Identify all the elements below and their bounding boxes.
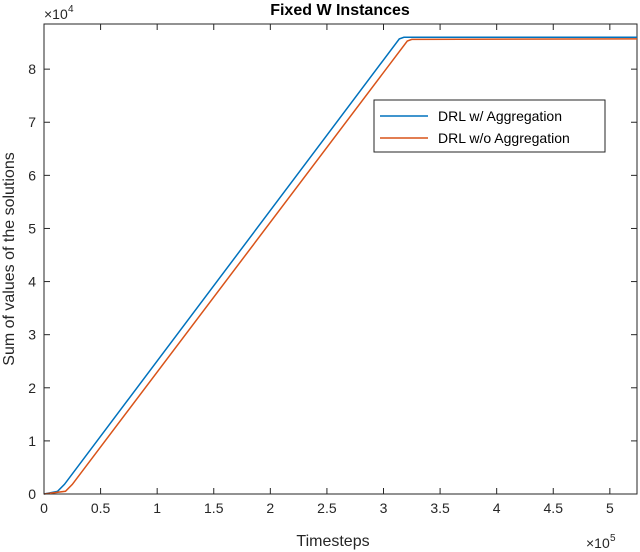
y-axis-multiplier: ×10 4: [44, 4, 74, 22]
y-multiplier-base: ×10: [44, 6, 68, 22]
series-line-1: [43, 36, 637, 495]
y-multiplier-exponent: 4: [68, 4, 74, 15]
y-tick-label: 5: [28, 220, 36, 236]
x-multiplier-exponent: 5: [610, 533, 616, 544]
y-tick-label: 8: [28, 61, 36, 77]
x-tick-label: 4: [493, 500, 501, 516]
y-tick-label: 3: [28, 327, 36, 343]
chart-title: Fixed W Instances: [270, 2, 410, 19]
x-axis-ticks: 0 0.5 1 1.5 2 2.5 3 3.5 4 4.5 5: [40, 24, 614, 516]
x-tick-label: 1.5: [204, 500, 224, 516]
x-tick-label: 2: [266, 500, 274, 516]
legend-label-1: DRL w/ Aggregation: [438, 108, 562, 124]
x-tick-label: 1: [153, 500, 161, 516]
x-tick-label: 3: [380, 500, 388, 516]
x-axis-label: Timesteps: [296, 533, 369, 550]
series-layer: [43, 36, 638, 495]
x-tick-label: 0.5: [91, 500, 111, 516]
y-tick-label: 6: [28, 167, 36, 183]
x-tick-label: 2.5: [317, 500, 337, 516]
x-tick-label: 3.5: [430, 500, 450, 516]
x-tick-label: 5: [606, 500, 614, 516]
y-axis-ticks: 0 1 2 3 4 5 6 7 8: [28, 61, 637, 502]
legend: DRL w/ Aggregation DRL w/o Aggregation: [373, 99, 606, 153]
x-tick-label: 4.5: [544, 500, 564, 516]
y-tick-label: 2: [28, 380, 36, 396]
y-tick-label: 0: [28, 486, 36, 502]
y-tick-label: 7: [28, 114, 36, 130]
legend-box: [373, 99, 606, 153]
series-line-2: [43, 38, 638, 495]
y-tick-label: 1: [28, 433, 36, 449]
x-tick-label: 0: [40, 500, 48, 516]
x-axis-multiplier: ×10 5: [586, 533, 616, 551]
legend-label-2: DRL w/o Aggregation: [438, 130, 570, 146]
x-multiplier-base: ×10: [586, 535, 610, 551]
y-tick-label: 4: [28, 274, 36, 290]
plot-area: [43, 23, 638, 495]
y-axis-label: Sum of values of the solutions: [1, 152, 18, 365]
